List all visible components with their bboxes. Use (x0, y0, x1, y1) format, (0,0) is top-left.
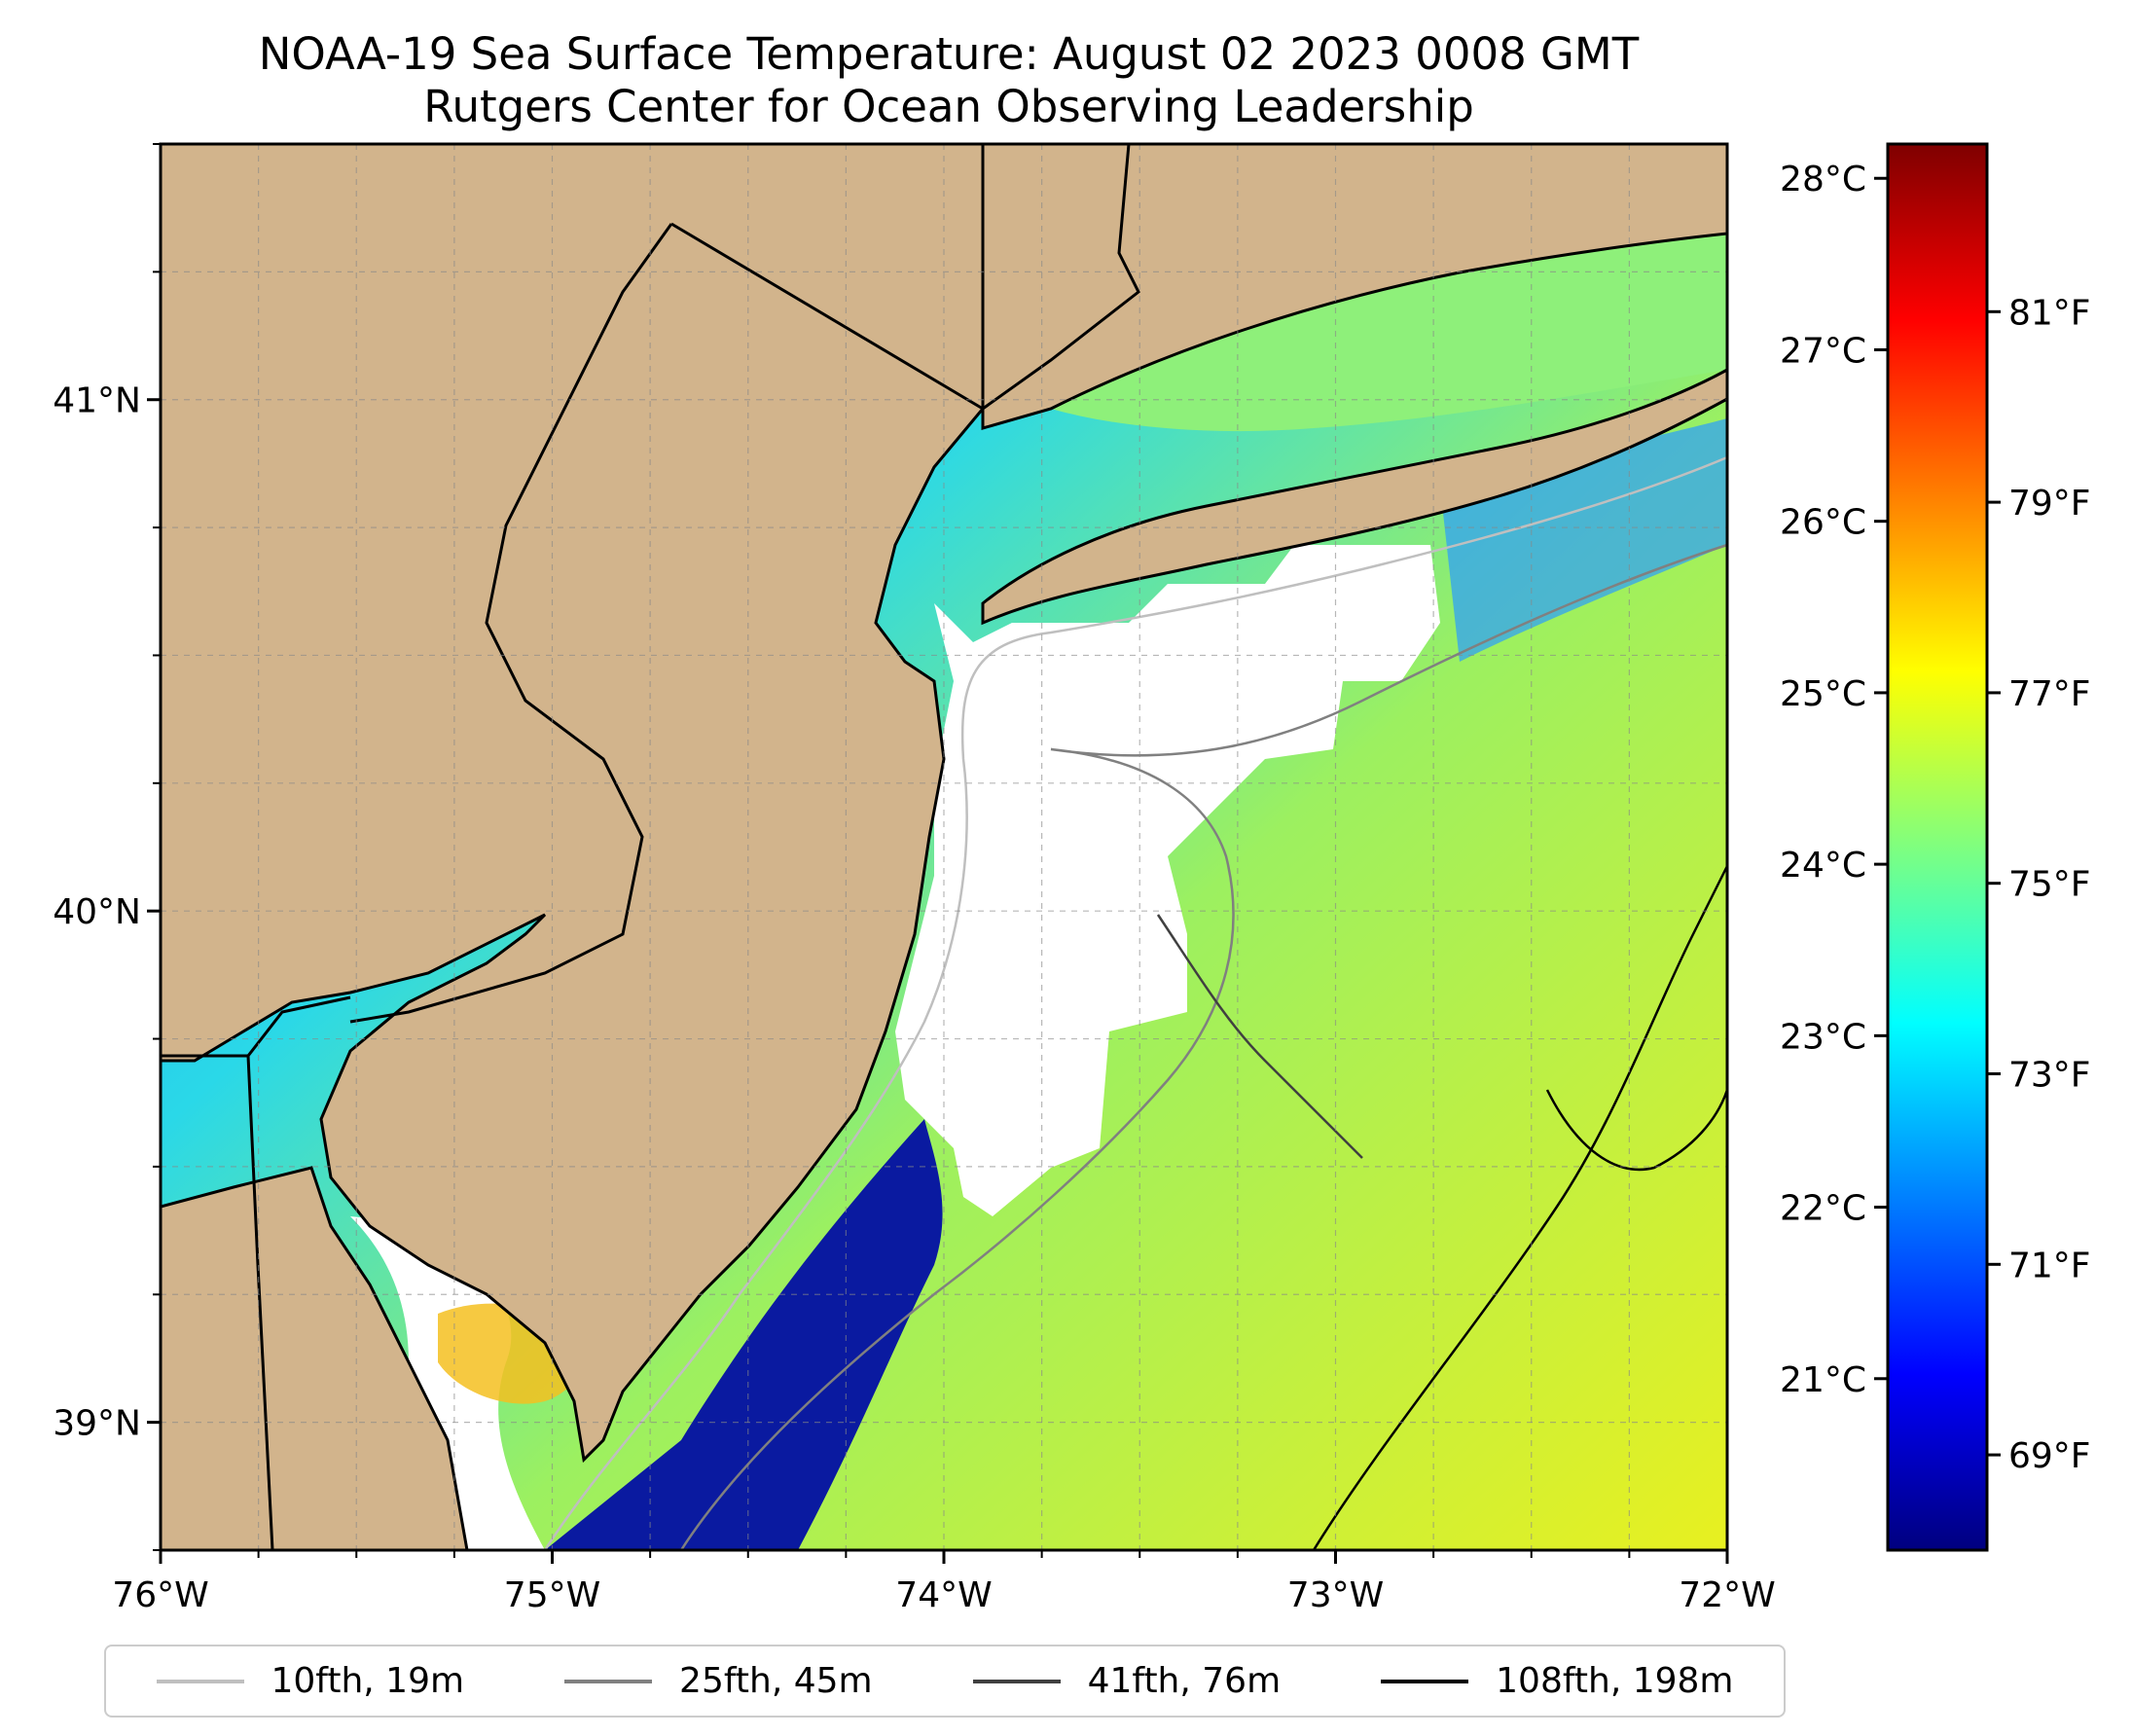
fahrenheit-tick-label: 73°F (2008, 1056, 2091, 1096)
fahrenheit-tick-label: 81°F (2008, 293, 2091, 333)
celsius-tick-label: 23°C (1780, 1017, 1866, 1057)
celsius-tick-label: 26°C (1780, 503, 1866, 543)
state-border-nj-pa (349, 223, 673, 1024)
lat-tick-label: 39°N (53, 1404, 141, 1444)
celsius-tick-label: 22°C (1780, 1189, 1866, 1229)
contour-19m (543, 455, 1727, 1550)
legend-swatch-108fth (1381, 1679, 1469, 1683)
legend-swatch-10fth (156, 1679, 244, 1683)
contour-45m (679, 543, 1727, 1550)
cloud-mask (895, 545, 1440, 1216)
celsius-tick-label: 27°C (1780, 331, 1866, 371)
cold-nearshore-band (545, 1119, 943, 1550)
legend-label-10fth: 10fth, 19m (271, 1661, 465, 1701)
colorbar-ticks: 21°C 22°C 23°C 24°C 25°C 26°C 27°C 28°C 69°F 71°F… (1780, 160, 2090, 1476)
celsius-tick-label: 25°C (1780, 674, 1866, 714)
contour-76m (1156, 914, 1363, 1159)
state-border-ny-ct (982, 144, 1140, 411)
state-border-de-md (246, 1055, 274, 1550)
fahrenheit-tick-label: 77°F (2008, 674, 2091, 714)
land-delmarva (161, 1166, 469, 1550)
lat-tick-label: 41°N (53, 381, 141, 421)
legend-label-25fth: 25fth, 45m (679, 1661, 873, 1701)
fahrenheit-tick-label: 71°F (2008, 1246, 2091, 1285)
map-subtitle: Rutgers Center for Ocean Observing Leade… (423, 81, 1474, 132)
fahrenheit-tick-label: 75°F (2008, 865, 2091, 905)
map-axis-ticks: 76°W 75°W 74°W 73°W 72°W 39°N 40°N 41°N (53, 143, 1776, 1615)
celsius-tick-label: 21°C (1780, 1360, 1866, 1400)
map-gridlines (161, 144, 1727, 1550)
contour-198m-shelf-edge (1545, 1089, 1727, 1172)
lon-tick-label: 75°W (504, 1575, 600, 1615)
celsius-tick-label: 24°C (1780, 846, 1866, 886)
lat-tick-label: 40°N (53, 892, 141, 932)
legend-entry-25fth: 25fth, 45m (564, 1661, 873, 1701)
fahrenheit-tick-label: 69°F (2008, 1436, 2091, 1476)
legend-entry-41fth: 41fth, 76m (972, 1661, 1282, 1701)
long-island-sound (1051, 229, 1727, 432)
legend-entry-108fth: 108fth, 198m (1381, 1661, 1734, 1701)
land-long-island (981, 368, 1727, 626)
state-border-pa-de (161, 995, 351, 1058)
legend-entry-10fth: 10fth, 19m (156, 1661, 465, 1701)
state-border-ny-nj (670, 222, 984, 411)
legend-label-108fth: 108fth, 198m (1496, 1661, 1734, 1701)
contour-legend: 10fth, 19m 25fth, 45m 41fth, 76m 108fth,… (104, 1645, 1786, 1718)
land-new-england (981, 144, 1727, 430)
colorbar (1886, 142, 1989, 1552)
legend-swatch-25fth (564, 1679, 653, 1683)
lon-tick-label: 72°W (1679, 1575, 1775, 1615)
lon-tick-label: 76°W (112, 1575, 208, 1615)
lon-tick-label: 73°W (1287, 1575, 1384, 1615)
legend-label-41fth: 41fth, 76m (1087, 1661, 1282, 1701)
map-title: NOAA-19 Sea Surface Temperature: August … (258, 28, 1640, 80)
lon-tick-label: 74°W (895, 1575, 992, 1615)
fahrenheit-tick-label: 79°F (2008, 484, 2091, 524)
celsius-tick-label: 28°C (1780, 160, 1866, 199)
land-mainland (161, 144, 985, 1464)
legend-swatch-41fth (972, 1679, 1061, 1683)
